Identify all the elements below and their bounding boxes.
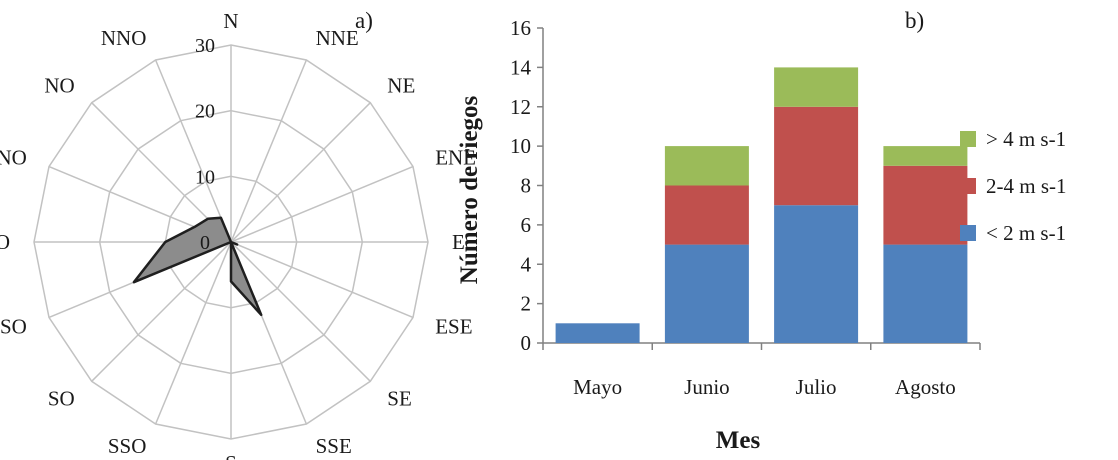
x-tick-labels: Mayo Junio Julio Agosto bbox=[573, 375, 956, 399]
y-tick-label: 16 bbox=[510, 16, 531, 40]
legend-label: < 2 m s-1 bbox=[986, 221, 1066, 245]
radar-direction-label: NNE bbox=[316, 26, 359, 50]
y-tick-label: 8 bbox=[521, 174, 532, 198]
y-tick-label: 10 bbox=[510, 134, 531, 158]
legend-swatch bbox=[960, 225, 976, 241]
y-axis-title: Número de riegos bbox=[456, 96, 483, 285]
wind-radar-chart: a) 0 10 20 30 N NNE NE ENE E ESE SE SSE S SSO SO OSO O O… bbox=[0, 8, 476, 460]
y-tick-label: 14 bbox=[510, 55, 532, 79]
bar-segment bbox=[774, 67, 859, 107]
x-ticks bbox=[542, 343, 981, 350]
radar-direction-label: NNO bbox=[101, 26, 147, 50]
bar-segment bbox=[774, 205, 859, 343]
radar-direction-label: ENE bbox=[435, 145, 476, 169]
radar-ring-label: 20 bbox=[195, 101, 215, 123]
bar-segment bbox=[883, 165, 968, 245]
x-tick-label: Junio bbox=[684, 375, 730, 399]
radar-spoke bbox=[230, 59, 308, 243]
radar-spoke bbox=[230, 241, 414, 319]
x-tick-label: Mayo bbox=[573, 375, 622, 399]
radar-spoke bbox=[230, 241, 371, 382]
radar-direction-label: SSE bbox=[316, 434, 352, 458]
radar-ring-labels: 0 10 20 30 bbox=[195, 35, 215, 254]
legend-swatch bbox=[960, 131, 976, 147]
radar-direction-label: OSO bbox=[0, 315, 27, 339]
bar-segment bbox=[664, 146, 749, 186]
radar-ring-label: 30 bbox=[195, 35, 215, 57]
radar-direction-label: SO bbox=[48, 386, 75, 410]
radar-direction-label: O bbox=[0, 230, 10, 254]
legend: > 4 m s-1 2-4 m s-1 < 2 m s-1 bbox=[960, 127, 1067, 245]
legend-label: 2-4 m s-1 bbox=[986, 174, 1067, 198]
y-tick-label: 0 bbox=[521, 331, 532, 355]
radar-ring-label: 10 bbox=[195, 166, 215, 188]
bar-segments bbox=[555, 67, 968, 343]
bar-segment bbox=[774, 106, 859, 206]
y-tick-label: 4 bbox=[521, 252, 532, 276]
radar-spoke bbox=[230, 102, 371, 243]
y-tick-label: 2 bbox=[521, 292, 532, 316]
radar-direction-label: S bbox=[225, 451, 237, 460]
x-axis-title: Mes bbox=[716, 427, 761, 454]
y-tick-label: 12 bbox=[510, 95, 531, 119]
radar-direction-label: NE bbox=[387, 74, 415, 98]
radar-direction-labels: N NNE NE ENE E ESE SE SSE S SSO SO OSO O ONO NO NNO bbox=[0, 9, 476, 460]
x-tick-label: Julio bbox=[796, 375, 837, 399]
bar-segment bbox=[883, 244, 968, 343]
legend-label: > 4 m s-1 bbox=[986, 127, 1066, 151]
bar-panel-label: b) bbox=[905, 8, 924, 33]
radar-panel-label: a) bbox=[355, 8, 373, 33]
radar-spoke bbox=[154, 59, 232, 243]
radar-series bbox=[132, 216, 263, 317]
bar-segment bbox=[883, 146, 968, 166]
radar-direction-label: NO bbox=[44, 74, 74, 98]
radar-direction-label: N bbox=[223, 9, 238, 33]
radar-direction-label: SSO bbox=[108, 434, 147, 458]
radar-spoke bbox=[154, 241, 232, 425]
y-tick-label: 6 bbox=[521, 213, 532, 237]
bar-segment bbox=[555, 323, 640, 343]
monthly-irrigation-bar-chart: b) 0 2 4 6 8 10 12 14 16 Mayo Junio Julio Agosto Me… bbox=[456, 8, 1067, 454]
radar-direction-label: ONO bbox=[0, 145, 27, 169]
radar-series-area bbox=[132, 216, 263, 317]
radar-direction-label: E bbox=[452, 230, 465, 254]
y-ticks: 0 2 4 6 8 10 12 14 16 bbox=[510, 16, 543, 355]
radar-direction-label: SE bbox=[387, 386, 412, 410]
radar-direction-label: ESE bbox=[435, 315, 472, 339]
bar-segment bbox=[664, 185, 749, 245]
x-tick-label: Agosto bbox=[895, 375, 956, 399]
radar-spoke bbox=[230, 165, 414, 243]
bar-segment bbox=[664, 244, 749, 343]
legend-swatch bbox=[960, 178, 976, 194]
radar-ring-label: 0 bbox=[200, 232, 210, 254]
radar-spoke bbox=[91, 241, 232, 382]
